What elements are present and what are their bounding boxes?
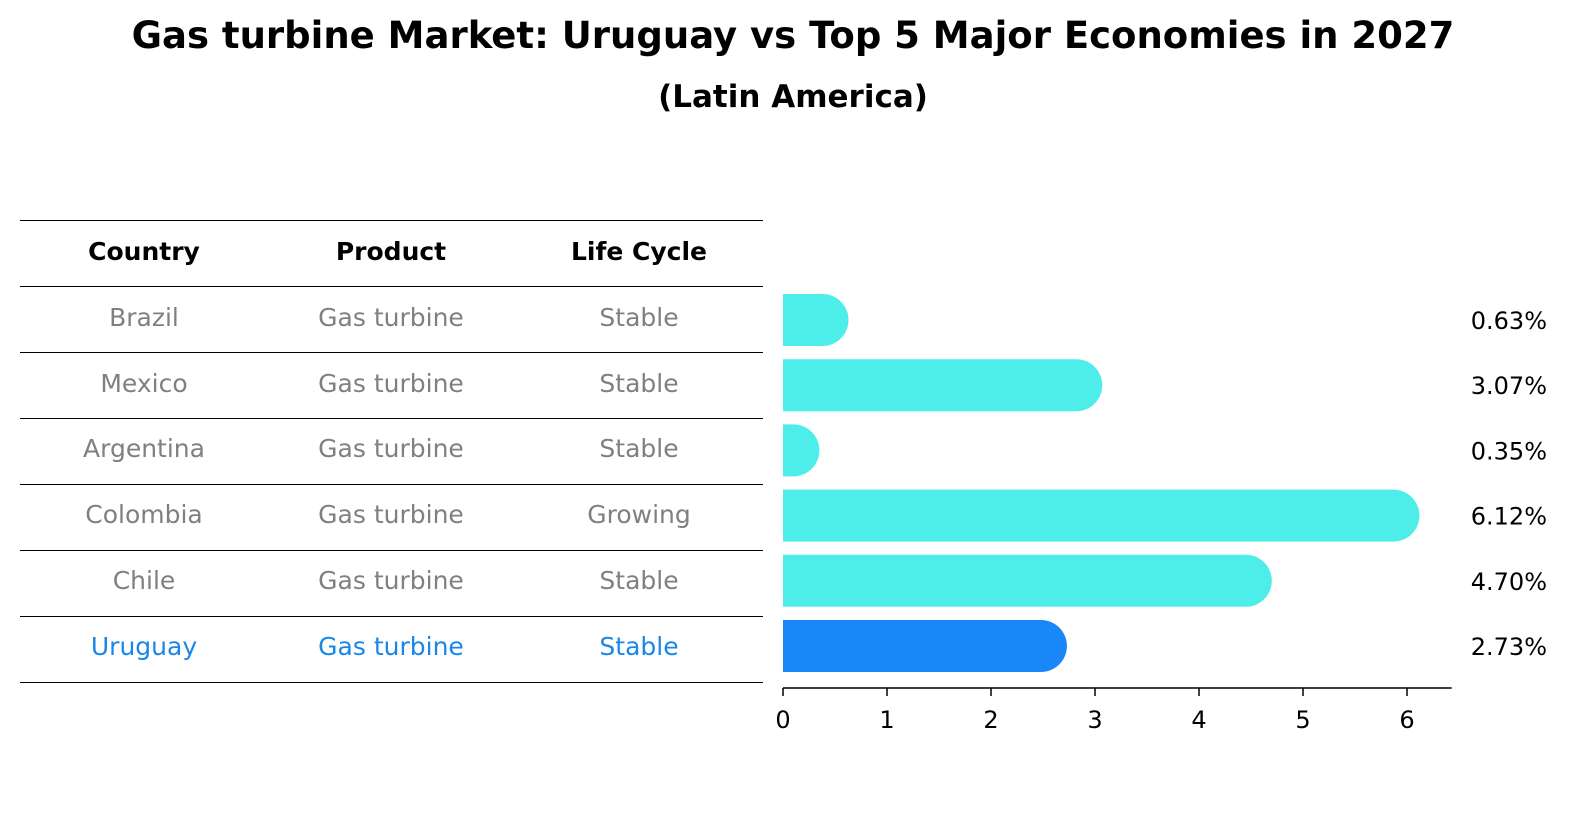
cell-country: Mexico <box>100 369 188 398</box>
bar-chile <box>783 554 1272 607</box>
cell-product: Gas turbine <box>318 500 464 529</box>
x-tick-label: 6 <box>1399 706 1414 734</box>
x-tick-label: 4 <box>1191 706 1206 734</box>
table-rule <box>20 682 763 683</box>
header-life-cycle: Life Cycle <box>570 237 708 266</box>
x-tick-label: 1 <box>879 706 894 734</box>
bar-mexico <box>783 359 1103 412</box>
header-product: Product <box>335 237 447 266</box>
cell-life-cycle: Growing <box>587 500 691 529</box>
value-label-uruguay: 2.73% <box>1471 633 1547 661</box>
bar-colombia <box>783 489 1420 542</box>
table-rule <box>20 286 763 287</box>
cell-life-cycle: Stable <box>599 434 679 463</box>
cell-life-cycle: Stable <box>599 369 679 398</box>
header-country: Country <box>88 237 200 266</box>
cell-product: Gas turbine <box>318 566 464 595</box>
table-rule <box>20 484 763 485</box>
cell-country-highlight: Uruguay <box>90 632 198 661</box>
cell-country: Colombia <box>85 500 203 529</box>
value-label-colombia: 6.12% <box>1471 503 1547 531</box>
cell-country: Argentina <box>83 434 205 463</box>
cell-country: Chile <box>112 566 176 595</box>
cell-product: Gas turbine <box>318 303 464 332</box>
value-label-mexico: 3.07% <box>1471 372 1547 400</box>
bar-argentina <box>783 424 820 477</box>
x-tick-label: 0 <box>775 706 790 734</box>
cell-life-cycle: Stable <box>599 303 679 332</box>
chart-title: Gas turbine Market: Uruguay vs Top 5 Maj… <box>131 14 1455 57</box>
bar-uruguay <box>783 620 1067 672</box>
cell-country: Brazil <box>109 303 179 332</box>
value-label-chile: 4.70% <box>1471 568 1547 596</box>
cell-product: Gas turbine <box>318 434 464 463</box>
table-rule <box>20 418 763 419</box>
cell-product-highlight: Gas turbine <box>318 632 464 661</box>
chart-subtitle: (Latin America) <box>658 79 928 115</box>
cell-life-cycle: Stable <box>599 566 679 595</box>
cell-life-cycle-highlight: Stable <box>599 632 679 661</box>
cell-product: Gas turbine <box>318 369 464 398</box>
bar-brazil <box>783 294 849 346</box>
value-label-brazil: 0.63% <box>1471 307 1547 335</box>
table-rule <box>20 352 763 353</box>
table-rule <box>20 220 763 221</box>
table-rule <box>20 616 763 617</box>
table-rule <box>20 550 763 551</box>
value-label-argentina: 0.35% <box>1471 437 1547 465</box>
x-tick-label: 5 <box>1295 706 1310 734</box>
x-tick-label: 2 <box>983 706 998 734</box>
x-tick-label: 3 <box>1087 706 1102 734</box>
